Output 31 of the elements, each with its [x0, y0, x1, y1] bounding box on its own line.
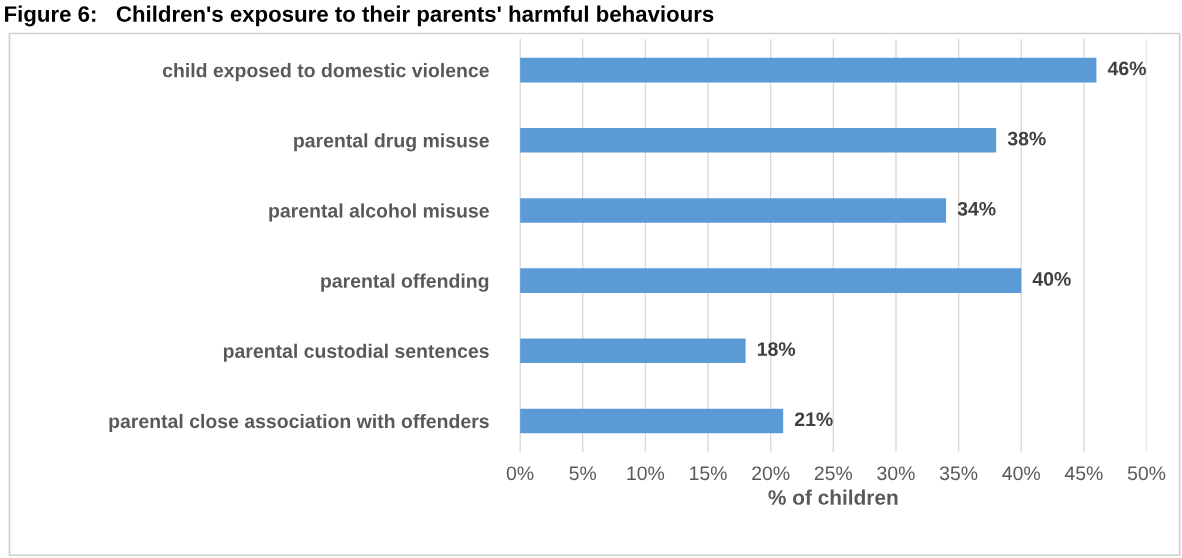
x-tick-label: 15% [690, 466, 727, 481]
data-label: 34% [957, 201, 996, 216]
x-axis-title: % of children [768, 489, 898, 505]
bar [520, 268, 1022, 293]
bar [520, 198, 947, 223]
x-tick-label: 30% [877, 466, 915, 481]
x-tick-label: 40% [1002, 466, 1041, 481]
y-tick-label: parental drug misuse [294, 133, 489, 152]
y-tick-label: parental offending [321, 273, 489, 292]
x-tick-label: 25% [814, 466, 853, 481]
data-label: 46% [1107, 61, 1146, 76]
x-tick-label: 35% [939, 466, 978, 481]
bar [520, 408, 784, 434]
bar [520, 57, 1097, 83]
data-label: 18% [757, 342, 796, 356]
x-tick-label: 50% [1127, 466, 1166, 481]
y-tick-label: child exposed to domestic violence [162, 63, 489, 82]
x-tick-label: 45% [1064, 466, 1103, 481]
chart-title: Figure 6: Children's exposure to their parents' harmful behaviours [5, 5, 714, 27]
data-label: 38% [1007, 131, 1046, 146]
y-tick-label: parental alcohol misuse [269, 203, 489, 222]
x-tick-label: 10% [627, 466, 665, 481]
x-tick-label: 20% [752, 466, 790, 481]
x-tick-label: 0% [506, 466, 534, 481]
x-tick-label: 5% [569, 466, 597, 481]
data-label: 21% [794, 412, 833, 427]
y-tick-label: parental custodial sentences [223, 343, 489, 362]
bar [520, 338, 746, 364]
data-label: 40% [1032, 272, 1071, 286]
y-tick-label: parental close association with offenders [109, 413, 489, 433]
bar [520, 127, 997, 153]
